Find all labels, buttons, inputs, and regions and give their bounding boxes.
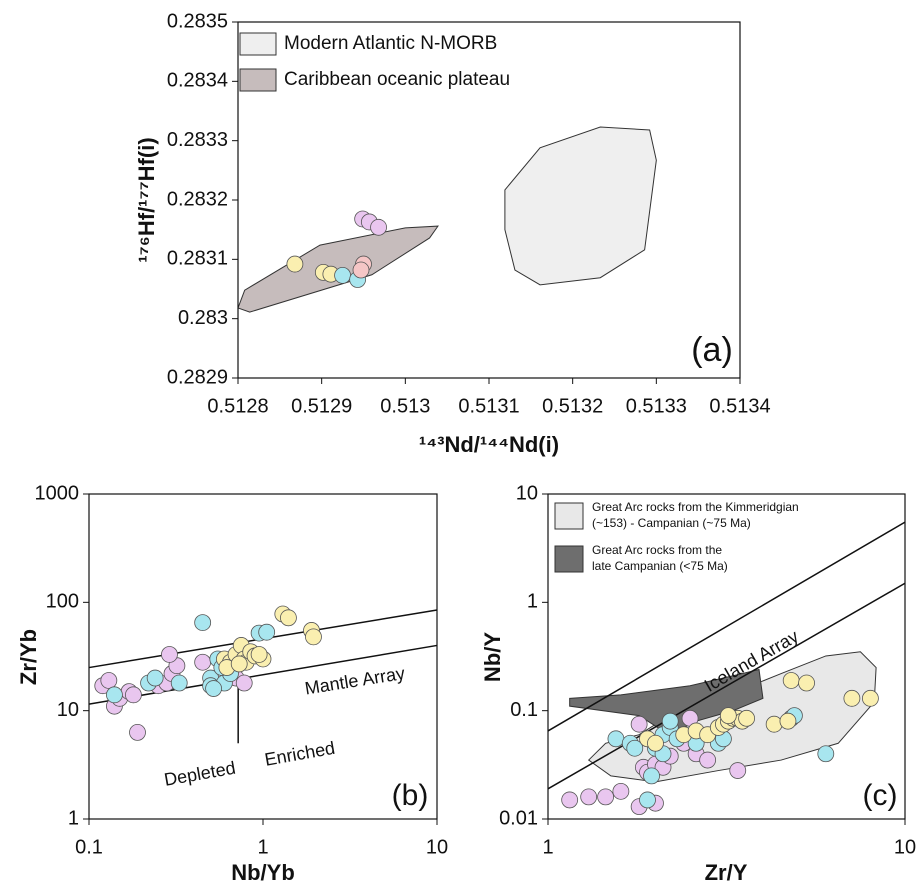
y-tick-label: 10 [516,482,538,504]
data-point [194,653,212,671]
y-tick-label: 0.2829 [167,366,228,388]
x-tick-label: 0.5129 [291,395,352,417]
legend-swatch [239,32,277,56]
y-tick-label: 0.2834 [167,70,228,92]
data-point [647,734,664,752]
data-point [352,261,370,279]
annotation: Mantle Array [303,663,406,699]
data-point [843,689,861,707]
data-point [612,782,630,800]
x-axis-title: ¹⁴³Nd/¹⁴⁴Nd(i) [419,432,559,457]
data-point [817,745,835,763]
data-point [334,266,351,284]
y-tick-label: 0.01 [499,807,538,829]
annotation: Depleted [163,758,237,790]
x-tick-label: 0.5132 [542,395,603,417]
data-point [370,218,387,236]
data-point [125,686,142,704]
y-axis-title: Nb/Y [480,632,505,682]
y-tick-label: 0.1 [510,699,538,721]
x-tick-label: 1 [542,836,553,858]
y-tick-label: 100 [46,591,79,613]
x-axis-title: Zr/Y [705,860,748,885]
x-axis-title: Nb/Yb [231,860,295,885]
data-point [597,788,615,806]
legend-label: Caribbean oceanic plateau [284,69,510,90]
x-tick-label: 10 [426,836,448,858]
data-point [607,730,625,748]
legend-label: late Campanian (<75 Ma) [592,559,728,573]
data-point [170,674,188,692]
y-tick-label: 0.2833 [167,129,228,151]
data-point [561,791,579,809]
data-point [738,709,755,727]
data-point [699,751,717,769]
data-point [161,646,178,663]
reference-line [547,582,906,790]
data-point [798,674,815,692]
data-point [280,609,297,627]
data-point [626,739,644,757]
reference-line [88,644,438,705]
y-tick-label: 0.2831 [167,248,228,270]
x-tick-label: 0.5131 [458,395,519,417]
data-point [305,628,322,646]
y-axis-title: Zr/Yb [16,629,41,685]
data-point [661,712,679,730]
data-point [194,614,212,632]
data-point [779,712,797,730]
y-tick-label: 0.283 [178,307,228,329]
data-point [580,788,598,806]
legend-swatch [554,502,584,530]
x-tick-label: 0.513 [380,395,430,417]
y-tick-label: 1000 [35,482,80,504]
x-tick-label: 1 [257,836,268,858]
legend-label: Great Arc rocks from the Kimmeridgian [592,500,799,514]
legend-swatch [554,545,584,573]
data-point [146,669,164,687]
data-point [630,715,648,733]
data-point [862,689,879,707]
data-point [129,724,146,741]
legend-label: Modern Atlantic N-MORB [284,33,497,54]
data-point [719,707,737,725]
panel-label: (c) [863,779,898,812]
x-tick-label: 0.5134 [709,395,770,417]
data-point [639,791,656,809]
data-point [106,686,123,704]
panel-label: (a) [691,331,733,369]
data-point [235,674,253,692]
data-point [782,672,800,689]
data-point [643,767,660,785]
legend-label: (~153) - Campanian (~75 Ma) [592,516,751,530]
legend-swatch [239,68,277,92]
data-point [100,672,118,689]
x-tick-label: 0.5128 [207,395,268,417]
field [504,126,657,286]
data-point [205,680,222,697]
data-point [230,655,248,673]
annotation: Enriched [263,738,336,770]
plot-frame [547,493,906,820]
y-tick-label: 0.2832 [167,188,228,210]
reference-line [547,521,906,732]
data-point [258,623,276,641]
y-tick-label: 1 [527,591,538,613]
x-tick-label: 0.1 [75,836,103,858]
data-point [729,762,747,779]
y-tick-label: 0.2835 [167,10,228,32]
y-tick-label: 1 [68,807,79,829]
y-axis-title: ¹⁷⁶Hf/¹⁷⁷Hf(i) [134,137,159,262]
x-tick-label: 0.5133 [626,395,687,417]
data-point [286,255,304,273]
data-point [250,646,268,663]
x-tick-label: 10 [894,836,916,858]
y-tick-label: 10 [57,699,79,721]
data-point [765,715,783,733]
panel-label: (b) [392,779,429,812]
legend-label: Great Arc rocks from the [592,543,722,557]
